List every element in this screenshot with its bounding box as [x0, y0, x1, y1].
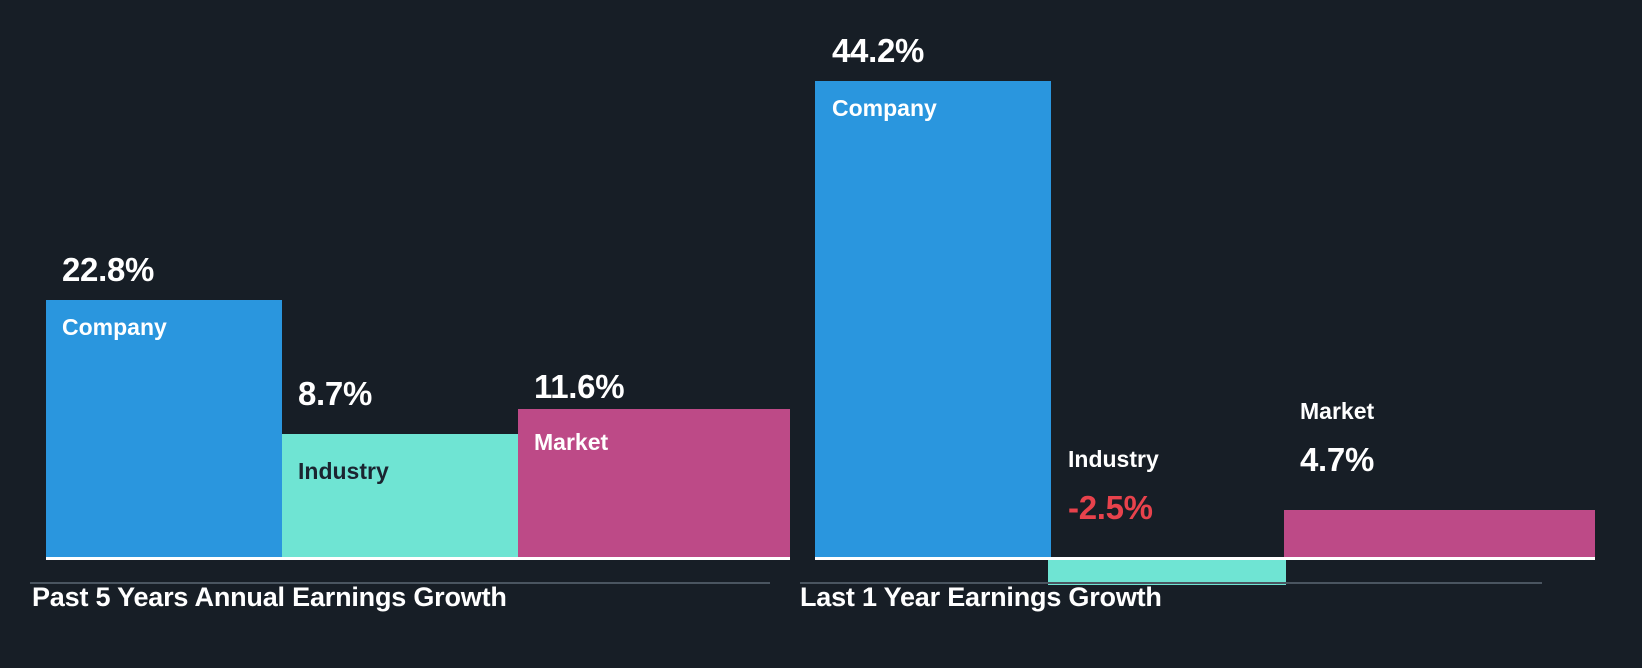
market-value-label-right: 4.7%	[1300, 441, 1375, 478]
bar-market-left[interactable]	[518, 409, 790, 557]
chart-title-right: Last 1 Year Earnings Growth	[800, 582, 1162, 612]
bar-company-right[interactable]	[815, 81, 1051, 557]
company-value-label-left: 22.8%	[62, 251, 155, 288]
chart-panel-past-5-years: 22.8% Company 8.7% Industry 11.6% Market…	[0, 0, 800, 668]
industry-value-label-right: -2.5%	[1068, 489, 1153, 526]
market-series-label-left: Market	[534, 429, 609, 455]
company-series-label-right: Company	[832, 95, 937, 121]
axis-baseline-left	[46, 557, 790, 560]
title-separator-left	[30, 582, 770, 584]
company-series-label-left: Company	[62, 314, 167, 340]
industry-series-label-left: Industry	[298, 458, 389, 484]
bar-market-right[interactable]	[1284, 510, 1595, 557]
industry-series-label-right: Industry	[1068, 446, 1159, 472]
market-value-label-left: 11.6%	[534, 368, 625, 405]
bar-industry-left[interactable]	[282, 434, 518, 557]
chart-panel-last-1-year: 44.2% Company Industry -2.5% Market 4.7%…	[800, 0, 1642, 668]
industry-value-label-left: 8.7%	[298, 375, 373, 412]
plot-area-left: 22.8% Company 8.7% Industry 11.6% Market	[0, 0, 800, 600]
chart-title-left: Past 5 Years Annual Earnings Growth	[32, 582, 507, 612]
bar-industry-right[interactable]	[1048, 560, 1286, 585]
axis-baseline-right	[815, 557, 1595, 560]
bar-company-left[interactable]	[46, 300, 282, 557]
plot-area-right: 44.2% Company Industry -2.5% Market 4.7%	[800, 0, 1642, 600]
company-value-label-right: 44.2%	[832, 32, 925, 69]
title-separator-right	[800, 582, 1542, 584]
market-series-label-right: Market	[1300, 398, 1375, 424]
